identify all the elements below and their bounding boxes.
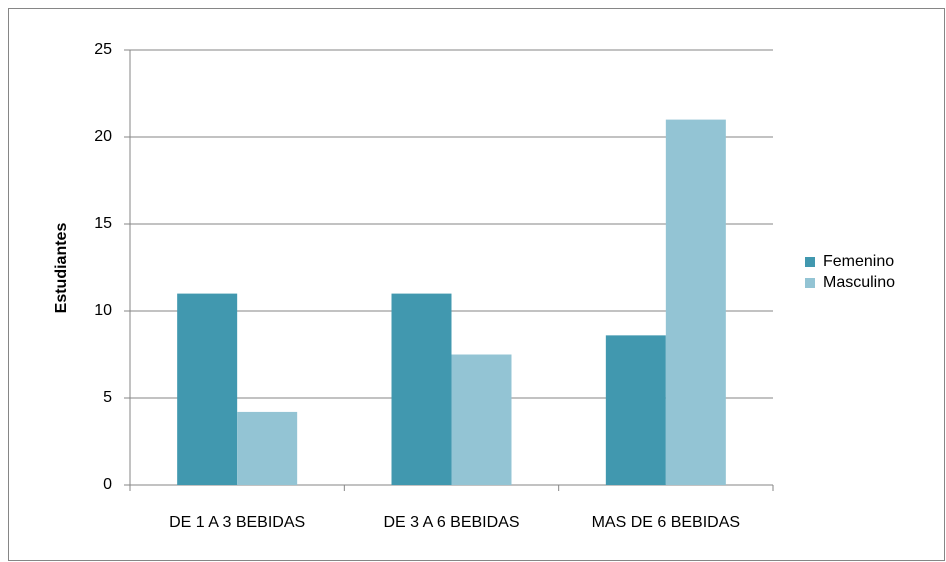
x-tick-label: DE 1 A 3 BEBIDAS <box>169 514 305 531</box>
y-tick-label: 5 <box>103 389 112 406</box>
y-tick-label: 25 <box>94 41 112 58</box>
bar <box>451 354 512 485</box>
y-tick-label: 15 <box>94 215 112 232</box>
bar <box>605 335 666 485</box>
legend-label: Femenino <box>823 253 894 270</box>
bar <box>177 293 238 485</box>
bar <box>237 411 298 485</box>
y-tick-label: 10 <box>94 302 112 319</box>
legend-label: Masculino <box>823 274 895 291</box>
x-tick-label: DE 3 A 6 BEBIDAS <box>383 514 519 531</box>
y-axis-label: Estudiantes <box>53 223 70 314</box>
bar <box>665 119 726 485</box>
legend-swatch <box>805 278 815 288</box>
y-tick-label: 0 <box>103 476 112 493</box>
y-tick-label: 20 <box>94 128 112 145</box>
legend-swatch <box>805 257 815 267</box>
x-tick-label: MAS DE 6 BEBIDAS <box>592 514 741 531</box>
bar <box>391 293 452 485</box>
